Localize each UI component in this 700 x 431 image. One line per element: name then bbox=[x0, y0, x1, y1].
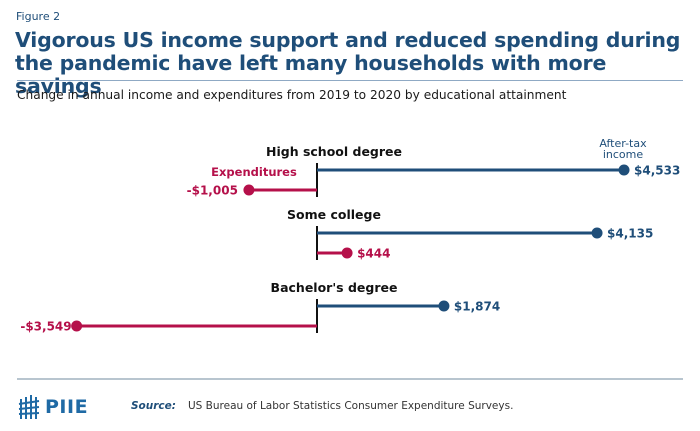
income-dot bbox=[591, 227, 603, 239]
expenditure-value-label: $444 bbox=[357, 247, 390, 261]
income-dot bbox=[438, 300, 450, 312]
logo-text: PIIE bbox=[45, 396, 89, 418]
building-icon bbox=[18, 395, 40, 419]
income-value-label: $1,874 bbox=[454, 300, 500, 314]
expenditure-value-label: -$1,005 bbox=[187, 184, 238, 198]
lollipop-chart: High school degree $4,533 -$1,005 Some coll… bbox=[20, 137, 680, 334]
legend-income-line-2: income bbox=[603, 148, 644, 161]
expenditure-dot bbox=[243, 184, 255, 196]
figure-label: Figure 2 bbox=[16, 10, 61, 23]
legend-income-line-1: After-tax bbox=[599, 137, 647, 150]
source-note: Source: US Bureau of Labor Statistics Con… bbox=[131, 400, 513, 412]
legend-expenditures: Expenditures bbox=[211, 165, 297, 179]
footer-divider bbox=[17, 378, 683, 380]
expenditure-dot bbox=[341, 247, 353, 259]
income-value-label: $4,533 bbox=[634, 164, 680, 178]
piie-logo: PIIE bbox=[17, 394, 88, 420]
expenditure-dot bbox=[71, 320, 83, 332]
expenditure-value-label: -$3,549 bbox=[20, 320, 71, 334]
source-text: US Bureau of Labor Statistics Consumer E… bbox=[187, 400, 514, 412]
category-label: Bachelor's degree bbox=[271, 280, 398, 295]
chart-subtitle: Change in annual income and expenditures… bbox=[17, 88, 567, 102]
category-label: High school degree bbox=[266, 144, 402, 159]
category-label: Some college bbox=[287, 207, 381, 222]
title-line-1: Vigorous US income support and reduced s… bbox=[15, 28, 681, 52]
title-divider bbox=[17, 80, 683, 81]
income-value-label: $4,135 bbox=[607, 227, 653, 241]
source-label: Source: bbox=[131, 400, 176, 412]
income-dot bbox=[618, 164, 630, 176]
